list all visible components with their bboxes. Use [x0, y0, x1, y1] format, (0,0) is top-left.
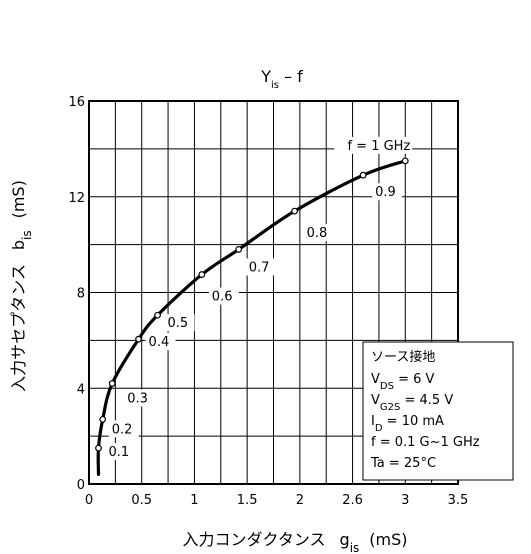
- point-label: 0.4: [149, 335, 170, 350]
- condition-freq: f = 0.1 G~1 GHz: [371, 435, 480, 450]
- y-tick-label: 16: [68, 95, 85, 110]
- point-marker: [359, 171, 367, 179]
- x-tick-label: 2.6: [342, 493, 363, 508]
- point-label: f = 1 GHz: [347, 139, 410, 154]
- x-axis-label-sub: is: [350, 541, 360, 554]
- point-label-bg: [164, 314, 195, 332]
- x-tick-label: 0.5: [131, 493, 152, 508]
- point-label-bg: [145, 333, 176, 351]
- point-marker: [198, 271, 206, 278]
- point-marker: [235, 246, 243, 253]
- y-tick-label: 8: [77, 287, 85, 302]
- x-tick-label: 2: [296, 493, 304, 508]
- condition-vg2s: VG2S = 4.5 V: [371, 393, 453, 413]
- y-tick-label: 0: [77, 478, 85, 493]
- point-label-bg: [108, 420, 139, 438]
- point-label-bg: [124, 389, 155, 407]
- point-markers: [95, 157, 409, 452]
- point-marker: [108, 380, 116, 387]
- point-label-bg: [334, 136, 413, 154]
- point-label-bg: [372, 183, 403, 201]
- chart-title-sub: is: [271, 80, 279, 91]
- point-label: 0.2: [112, 422, 133, 437]
- y-axis-ticks: 0 4 8 12 16: [68, 95, 85, 493]
- conditions-box: ソース接地 VDS = 6 V VG2S = 4.5 V ID = 10 mA …: [362, 341, 514, 481]
- point-label-bg: [303, 224, 334, 242]
- point-label-bg: [245, 258, 276, 276]
- point-label-bg: [105, 443, 136, 461]
- y-axis-label-symbol: b: [9, 240, 28, 250]
- point-labels: 0.1 0.2 0.3 0.4 0.5 0.6 0.7 0.8 0.9 f = 1 GHz: [105, 136, 413, 461]
- point-label: 0.5: [168, 316, 189, 331]
- x-tick-label: 1.5: [237, 493, 258, 508]
- x-axis-label-symbol: g: [340, 530, 350, 549]
- point-marker: [291, 207, 298, 215]
- point-marker: [99, 415, 107, 423]
- point-label: 0.6: [212, 290, 233, 305]
- point-label: 0.9: [375, 185, 396, 200]
- chart-title-tail: – f: [279, 67, 303, 86]
- y-axis-label-sub: is: [20, 230, 34, 240]
- series-curve: [96, 159, 407, 477]
- condition-ta: Ta = 25°C: [370, 456, 436, 471]
- y-axis-label-unit: (mS): [9, 180, 28, 218]
- plot-frame: [88, 100, 459, 485]
- y-tick-label: 4: [77, 382, 85, 397]
- x-tick-label: 0: [85, 493, 93, 508]
- point-marker: [401, 157, 409, 165]
- x-axis-label: 入力コンダクタンス gis (mS): [182, 530, 407, 554]
- point-label-bg: [208, 287, 239, 305]
- point-marker: [95, 444, 102, 452]
- x-tick-label: 3: [401, 493, 409, 508]
- y-axis-label-text: 入力サセプタンス: [9, 264, 28, 392]
- point-marker: [154, 311, 161, 319]
- point-label: 0.7: [249, 260, 270, 275]
- chart-title: Yis – f: [260, 67, 303, 91]
- x-tick-label: 3.5: [448, 493, 469, 508]
- point-marker: [135, 335, 142, 343]
- condition-source: ソース接地: [371, 349, 435, 365]
- point-label: 0.8: [307, 226, 328, 241]
- x-axis-label-unit: (mS): [369, 530, 407, 549]
- y-tick-label: 12: [68, 191, 85, 206]
- condition-id: ID = 10 mA: [371, 414, 444, 434]
- chart-title-main: Y: [260, 67, 271, 86]
- x-axis-label-text: 入力コンダクタンス: [182, 530, 325, 549]
- point-label: 0.3: [127, 391, 148, 406]
- y-axis-label: 入力サセプタンス bis (mS): [9, 180, 34, 392]
- x-tick-label: 1: [190, 493, 198, 508]
- x-axis-ticks: 0 0.5 1 1.5 2 2.6 3 3.5: [85, 493, 468, 508]
- condition-vds: VDS = 6 V: [371, 372, 435, 392]
- point-label: 0.1: [108, 445, 129, 460]
